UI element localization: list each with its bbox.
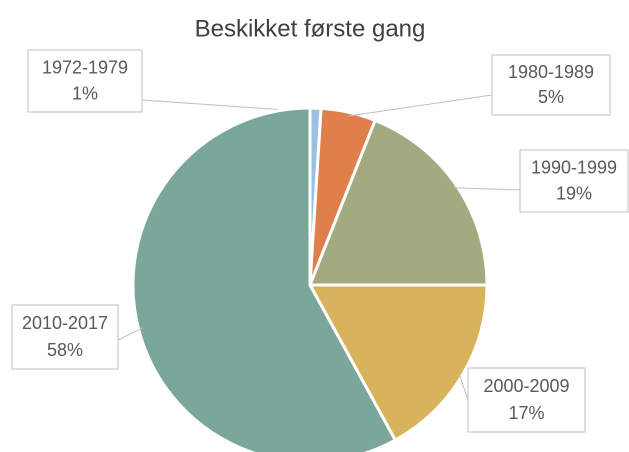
category-label: 2000-2009	[483, 376, 569, 396]
leader-line	[347, 94, 493, 117]
label-box	[11, 304, 119, 370]
category-label: 1980-1989	[508, 62, 594, 82]
pie-slice	[307, 118, 489, 287]
category-label: 2010-2017	[22, 313, 108, 333]
leader-line	[117, 327, 143, 341]
leader-line	[453, 187, 521, 191]
value-label: 17%	[508, 403, 544, 423]
pie-slice	[131, 106, 398, 452]
label-box	[491, 54, 611, 116]
label-box	[519, 149, 629, 213]
value-label: 58%	[47, 340, 83, 360]
pie-slice	[307, 283, 489, 443]
category-label: 1972-1979	[42, 57, 128, 77]
label-box	[27, 49, 143, 113]
value-label: 1%	[72, 83, 98, 103]
value-label: 5%	[538, 87, 564, 107]
value-label: 19%	[556, 183, 592, 203]
leader-line	[458, 372, 469, 401]
chart-title: Beskikket første gang	[195, 15, 426, 42]
label-box	[467, 367, 586, 433]
category-label: 1990-1999	[531, 157, 617, 177]
